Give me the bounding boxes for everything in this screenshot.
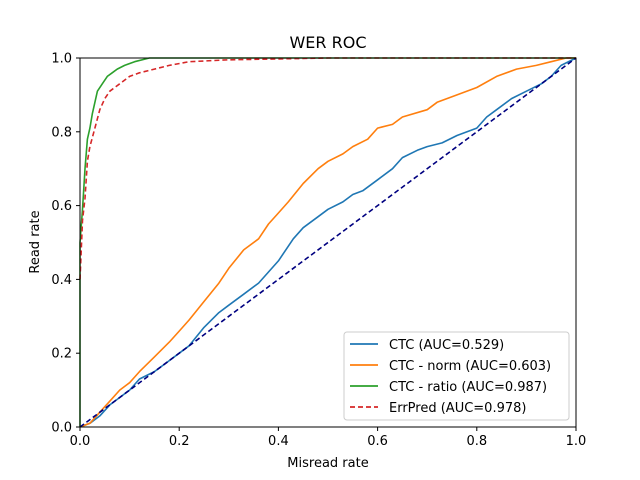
x-axis-ticks: 0.0 0.2 0.4 0.6 0.8 1.0 <box>70 427 587 449</box>
legend-label: CTC - ratio (AUC=0.987) <box>389 380 547 395</box>
x-axis-label: Misread rate <box>287 456 368 471</box>
legend: CTC (AUC=0.529) CTC - norm (AUC=0.603) CTC… <box>343 331 570 421</box>
y-tick-label: 0.8 <box>51 125 72 140</box>
y-tick-label: 0.6 <box>51 199 72 214</box>
series-line-3 <box>79 57 576 280</box>
x-tick-label: 0.0 <box>70 434 91 449</box>
series-line-2 <box>79 57 576 427</box>
y-tick-label: 1.0 <box>51 52 72 67</box>
y-tick-label: 0.0 <box>51 421 72 436</box>
series-line-0 <box>79 57 577 428</box>
x-tick-label: 0.6 <box>367 434 388 449</box>
y-tick-label: 0.2 <box>51 347 72 362</box>
series-line-1 <box>79 57 576 428</box>
y-axis-label: Read rate <box>28 210 43 273</box>
legend-label: ErrPred (AUC=0.978) <box>389 401 526 416</box>
legend-items: CTC (AUC=0.529) CTC - norm (AUC=0.603) CTC… <box>350 338 551 416</box>
series-layer <box>79 57 577 428</box>
plot-frame <box>79 57 577 428</box>
x-tick-label: 1.0 <box>566 434 587 449</box>
x-tick-label: 0.4 <box>268 434 289 449</box>
legend-label: CTC (AUC=0.529) <box>389 338 504 353</box>
x-tick-label: 0.8 <box>466 434 487 449</box>
legend-box <box>343 331 570 421</box>
y-axis-ticks: 0.0 0.2 0.4 0.6 0.8 1.0 <box>51 52 80 436</box>
y-tick-label: 0.4 <box>51 273 72 288</box>
legend-label: CTC - norm (AUC=0.603) <box>389 359 551 374</box>
chart-title: WER ROC <box>289 33 366 52</box>
x-tick-label: 0.2 <box>169 434 190 449</box>
series-line-4 <box>79 57 577 428</box>
